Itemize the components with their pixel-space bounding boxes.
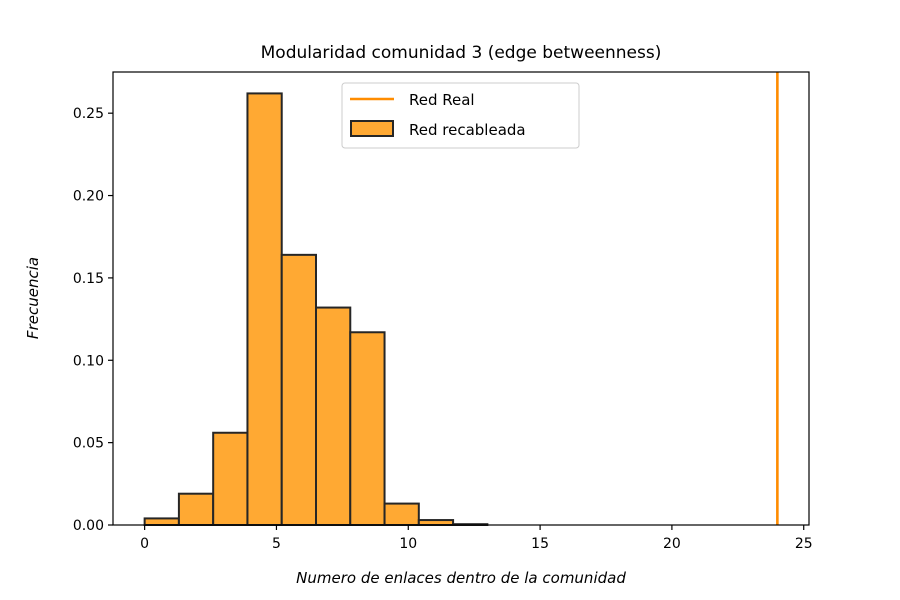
- histogram-bar: [246, 92, 283, 526]
- histogram-bar: [315, 306, 352, 526]
- legend-bar-swatch: [350, 120, 394, 137]
- histogram-bar: [143, 517, 180, 526]
- x-tick-label: 25: [795, 536, 813, 552]
- legend-label-red-recableada: Red recableada: [409, 121, 526, 139]
- histogram-bar: [177, 492, 215, 526]
- plot-frame: [112, 71, 810, 526]
- histogram-bar: [280, 253, 317, 527]
- legend: Red Real Red recableada: [341, 82, 580, 149]
- x-tick-label: 5: [272, 536, 281, 552]
- y-tick-label: 0.20: [73, 189, 104, 205]
- plot-area: [112, 71, 810, 527]
- x-tick-label: 20: [663, 536, 681, 552]
- histogram-bar: [417, 519, 455, 526]
- histogram-bar: [349, 331, 386, 527]
- histogram-bar: [212, 431, 249, 526]
- y-tick-label: 0.15: [73, 271, 104, 287]
- y-tick-label: 0.10: [73, 353, 104, 369]
- x-axis-label: Numero de enlaces dentro de la comunidad: [296, 569, 626, 587]
- histogram-bar: [383, 502, 420, 526]
- x-tick-label: 0: [140, 536, 149, 552]
- y-tick-label: 0.25: [73, 106, 104, 122]
- chart-title: Modularidad comunidad 3 (edge betweennes…: [261, 43, 662, 63]
- y-tick-label: 0.05: [73, 436, 104, 452]
- x-axis: 0 5 10 15 20 25: [140, 525, 813, 552]
- y-axis: 0.00 0.05 0.10 0.15 0.20 0.25: [73, 106, 113, 534]
- y-axis-label: Frecuencia: [24, 257, 42, 339]
- x-tick-label: 15: [531, 536, 549, 552]
- legend-label-red-real: Red Real: [409, 91, 475, 109]
- legend-box: [341, 82, 580, 149]
- y-tick-label: 0.00: [73, 518, 104, 534]
- x-tick-label: 10: [399, 536, 417, 552]
